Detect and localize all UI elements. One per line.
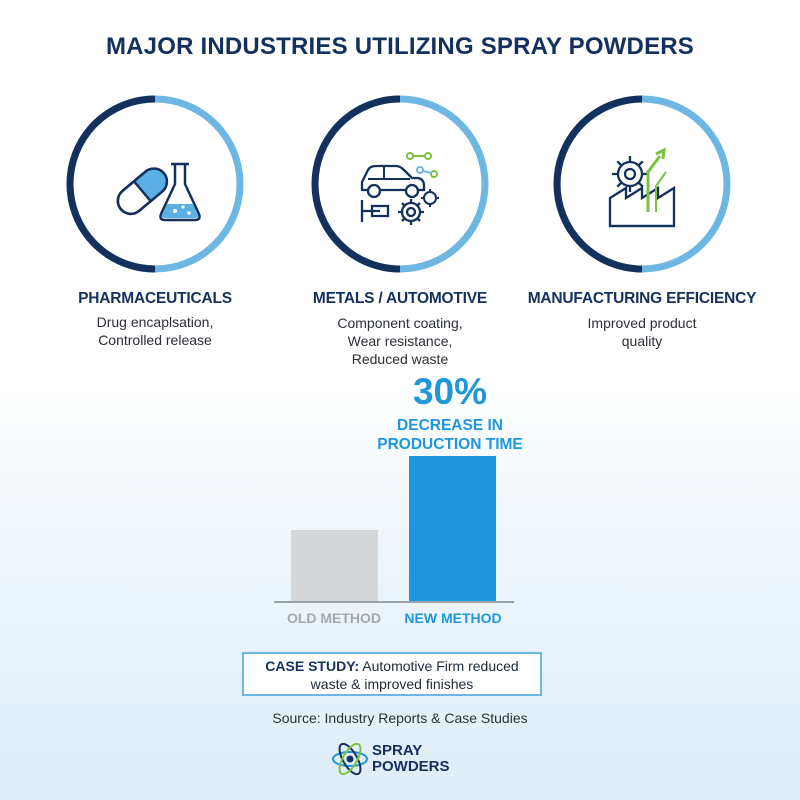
industry-desc-metals-automotive: Component coating, Wear resistance, Redu… [280, 314, 520, 368]
manufacturing-ring [552, 94, 732, 274]
case-study-text: Automotive Firm reduced [362, 658, 519, 674]
desc-line: Wear resistance, [347, 333, 453, 349]
pill-flask-icon [66, 95, 244, 273]
category-label-old: OLD METHOD [286, 610, 382, 626]
stat-caption: DECREASE IN PRODUCTION TIME [360, 416, 540, 454]
atom-icon [332, 742, 368, 776]
desc-line: Improved product [587, 315, 697, 331]
desc-line: quality [621, 333, 663, 349]
source-note: Source: Industry Reports & Case Studies [272, 710, 528, 726]
industry-desc-manufacturing-efficiency: Improved product quality [522, 314, 762, 350]
logo-text: SPRAY POWDERS [372, 743, 450, 775]
factory-gear-icon [553, 95, 731, 273]
category-label-new: NEW METHOD [404, 610, 502, 626]
metals-ring [310, 94, 490, 274]
desc-line: Component coating, [337, 315, 463, 331]
bar-old-method [291, 530, 378, 602]
car-gears-icon [311, 95, 489, 273]
industry-name-manufacturing-efficiency: MANUFACTURING EFFICIENCY [527, 290, 757, 307]
page-title: MAJOR INDUSTRIES UTILIZING SPRAY POWDERS [105, 33, 695, 60]
stat-caption-line: PRODUCTION TIME [377, 436, 523, 453]
case-study-text-2: waste & improved finishes [310, 676, 474, 692]
industry-name-pharmaceuticals: PHARMACEUTICALS [78, 290, 232, 307]
stat-caption-line: DECREASE IN [397, 417, 503, 434]
industry-name-metals-automotive: METALS / AUTOMOTIVE [312, 290, 488, 307]
pharma-ring [65, 94, 245, 274]
desc-line: Reduced waste [351, 351, 449, 367]
bar-new-method [409, 456, 496, 602]
case-study-label: CASE STUDY: [265, 658, 360, 674]
desc-line: Drug encaplsation, [96, 314, 214, 330]
stat-value: 30% [412, 371, 488, 412]
logo-line: SPRAY [372, 742, 423, 759]
industry-desc-pharmaceuticals: Drug encaplsation, Controlled release [35, 313, 275, 349]
chart-baseline [274, 601, 514, 603]
logo-line: POWDERS [372, 758, 450, 775]
desc-line: Controlled release [98, 332, 212, 348]
case-study-box: CASE STUDY: Automotive Firm reduced wast… [242, 652, 542, 696]
